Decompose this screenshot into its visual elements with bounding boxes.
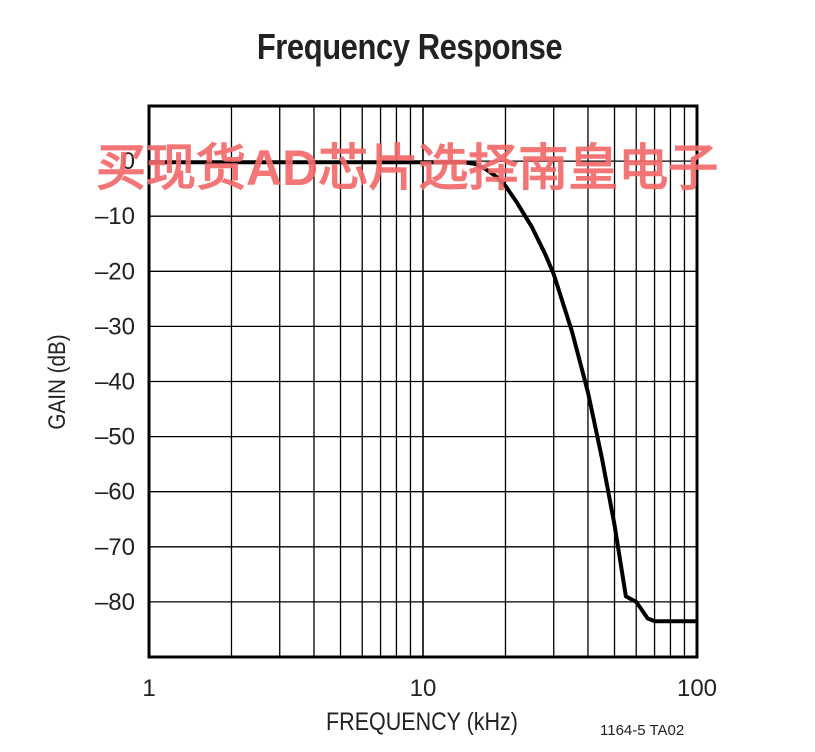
x-tick-label: 10: [410, 675, 437, 702]
y-tick-label: –40: [95, 369, 135, 396]
y-tick-label: –20: [95, 258, 135, 285]
y-tick-label: 0: [122, 148, 135, 175]
chart-title: Frequency Response: [256, 26, 563, 67]
x-tick-labels: 1 10 100: [142, 675, 717, 702]
plot-frame: [147, 104, 699, 659]
y-tick-label: –10: [95, 203, 135, 230]
y-tick-label: –60: [95, 479, 135, 506]
y-tick-label: –80: [95, 589, 135, 616]
x-tick-label: 100: [677, 675, 717, 702]
x-axis-label: FREQUENCY (kHz): [326, 708, 518, 736]
figure-code: 1164-5 TA02: [600, 722, 685, 739]
y-tick-label: –30: [95, 313, 135, 340]
y-axis-label: GAIN (dB): [44, 334, 71, 430]
plot-grid: [148, 105, 698, 658]
x-tick-label: 1: [142, 675, 155, 702]
gain-response-line: [149, 160, 697, 624]
y-tick-labels: 0 –10 –20 –30 –40 –50 –60 –70 –80: [95, 148, 135, 616]
series-layer: [149, 160, 697, 624]
y-tick-label: –70: [95, 534, 135, 561]
y-tick-label: –50: [95, 424, 135, 451]
